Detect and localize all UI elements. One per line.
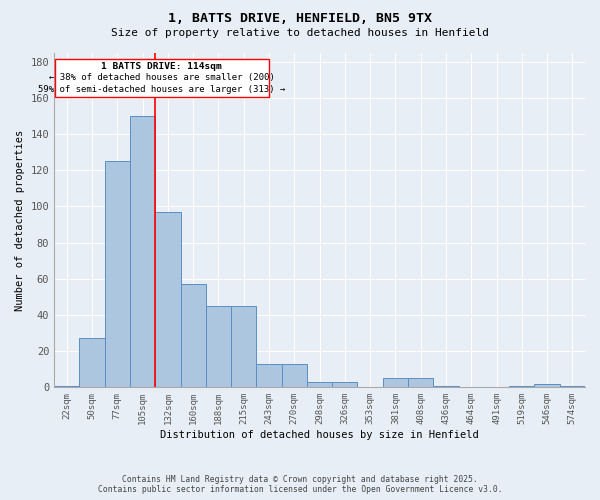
- Bar: [332, 382, 358, 388]
- Bar: [433, 386, 458, 388]
- Text: Size of property relative to detached houses in Henfield: Size of property relative to detached ho…: [111, 28, 489, 38]
- Bar: [256, 364, 281, 388]
- Bar: [105, 161, 130, 388]
- Text: 1, BATTS DRIVE, HENFIELD, BN5 9TX: 1, BATTS DRIVE, HENFIELD, BN5 9TX: [168, 12, 432, 26]
- FancyBboxPatch shape: [55, 59, 269, 97]
- X-axis label: Distribution of detached houses by size in Henfield: Distribution of detached houses by size …: [160, 430, 479, 440]
- Y-axis label: Number of detached properties: Number of detached properties: [15, 130, 25, 310]
- Bar: [535, 384, 560, 388]
- Text: 59% of semi-detached houses are larger (313) →: 59% of semi-detached houses are larger (…: [38, 85, 286, 94]
- Bar: [509, 386, 535, 388]
- Bar: [54, 386, 79, 388]
- Bar: [560, 386, 585, 388]
- Bar: [408, 378, 433, 388]
- Bar: [281, 364, 307, 388]
- Bar: [130, 116, 155, 388]
- Bar: [231, 306, 256, 388]
- Text: 1 BATTS DRIVE: 114sqm: 1 BATTS DRIVE: 114sqm: [101, 62, 222, 70]
- Bar: [307, 382, 332, 388]
- Text: ← 38% of detached houses are smaller (200): ← 38% of detached houses are smaller (20…: [49, 74, 275, 82]
- Bar: [181, 284, 206, 388]
- Text: Contains HM Land Registry data © Crown copyright and database right 2025.
Contai: Contains HM Land Registry data © Crown c…: [98, 474, 502, 494]
- Bar: [383, 378, 408, 388]
- Bar: [206, 306, 231, 388]
- Bar: [79, 338, 105, 388]
- Bar: [155, 212, 181, 388]
